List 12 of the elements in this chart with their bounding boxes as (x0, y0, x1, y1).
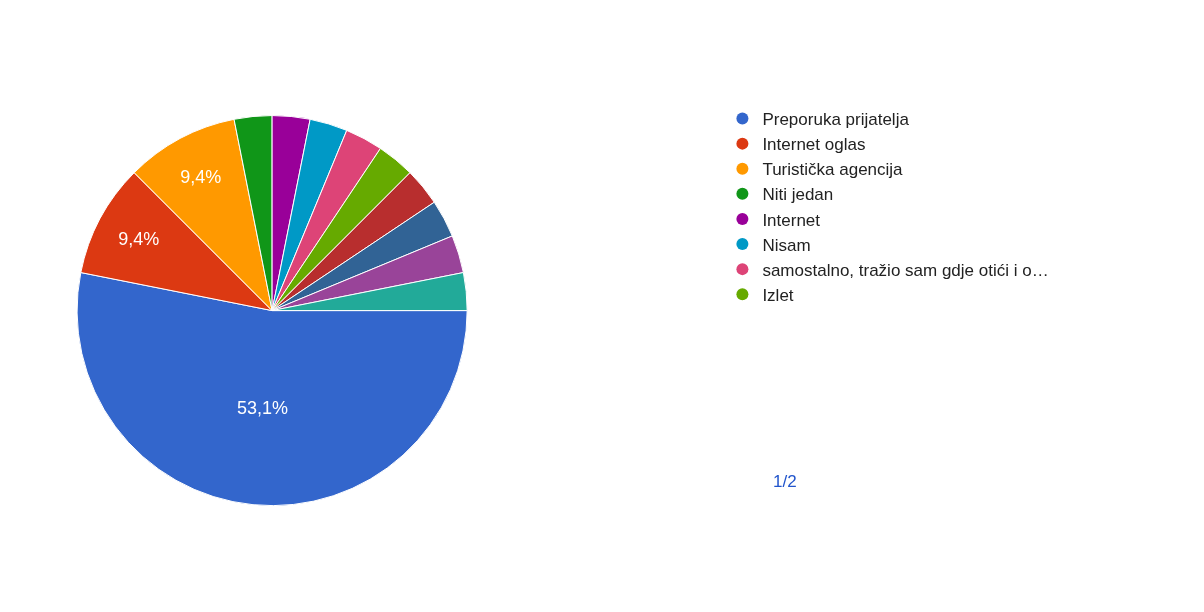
legend-label: Nisam (762, 235, 811, 255)
data-label: 9,4% (118, 229, 160, 250)
legend-label: Izlet (762, 285, 794, 305)
legend-label: samostalno, tražio sam gdje otići i o… (762, 260, 1049, 280)
data-label: 9,4% (180, 167, 222, 188)
legend-label: Turistička agencija (762, 160, 904, 180)
legend-label: Internet oglas (762, 135, 866, 155)
data-label: 53,1% (237, 397, 289, 418)
legend-label: Internet (762, 210, 821, 230)
legend-label: Preporuka prijatelja (762, 110, 910, 130)
text: 1/2 (773, 472, 797, 491)
legend-label: Niti jedan (762, 185, 834, 205)
